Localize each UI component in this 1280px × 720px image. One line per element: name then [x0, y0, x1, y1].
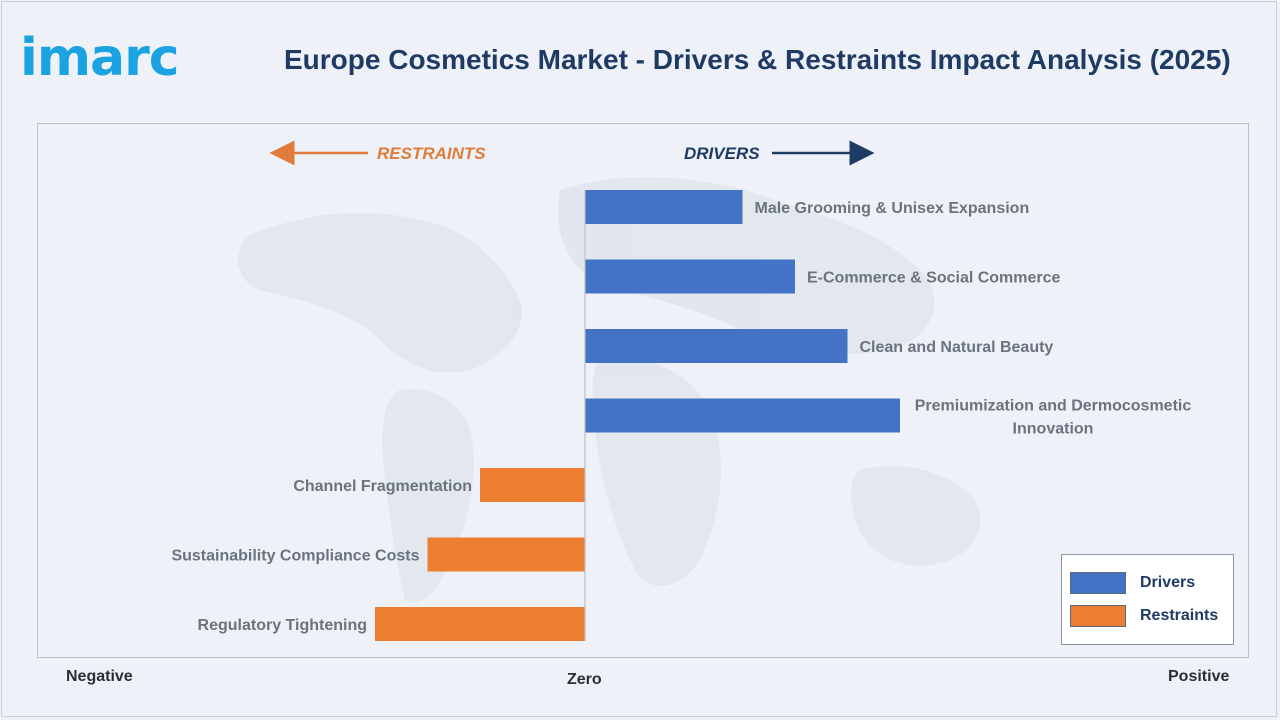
world-map-watermark — [237, 177, 980, 603]
legend-swatch-restraints — [1070, 605, 1126, 627]
category-label-channel-fragmentation: Channel Fragmentation — [293, 478, 472, 495]
plot-area — [37, 123, 1249, 658]
category-label-premiumization-and-dermocosmetic-innovation: Premiumization and Dermocosmetic Innovati… — [915, 398, 1192, 438]
category-label-regulatory-tightening: Regulatory Tightening — [198, 617, 367, 634]
bar-sustainability-compliance-costs — [427, 537, 585, 572]
bar-channel-fragmentation — [480, 468, 585, 502]
category-label-sustainability-compliance-costs: Sustainability Compliance Costs — [171, 548, 419, 565]
bar-e-commerce-social-commerce — [585, 259, 795, 294]
legend: Drivers Restraints — [1061, 554, 1234, 645]
legend-item-drivers: Drivers — [1070, 572, 1195, 594]
restraints-direction-label: RESTRAINTS — [377, 144, 486, 163]
legend-label-restraints: Restraints — [1140, 607, 1219, 624]
bars-group — [375, 190, 900, 641]
bar-clean-and-natural-beauty — [585, 329, 848, 363]
chart-title: Europe Cosmetics Market - Drivers & Rest… — [284, 44, 1231, 75]
category-labels-group: Male Grooming & Unisex Expansion E-Commer… — [171, 200, 1191, 634]
bar-male-grooming-unisex-expansion — [585, 190, 743, 224]
positive-axis-label: Positive — [1168, 668, 1230, 685]
imarc-logo: imarc — [20, 28, 180, 88]
legend-swatch-drivers — [1070, 572, 1126, 594]
legend-item-restraints: Restraints — [1070, 605, 1218, 627]
category-label-clean-and-natural-beauty: Clean and Natural Beauty — [860, 339, 1054, 356]
category-label-e-commerce-social-commerce: E-Commerce & Social Commerce — [807, 270, 1061, 287]
zero-axis-label: Zero — [567, 671, 602, 688]
bar-regulatory-tightening — [375, 607, 585, 641]
negative-axis-label: Negative — [66, 668, 133, 685]
category-label-male-grooming-unisex-expansion: Male Grooming & Unisex Expansion — [755, 200, 1030, 217]
drivers-direction-label: DRIVERS — [684, 144, 760, 163]
legend-label-drivers: Drivers — [1140, 574, 1196, 591]
bar-premiumization-and-dermocosmetic-innovation — [585, 398, 900, 433]
